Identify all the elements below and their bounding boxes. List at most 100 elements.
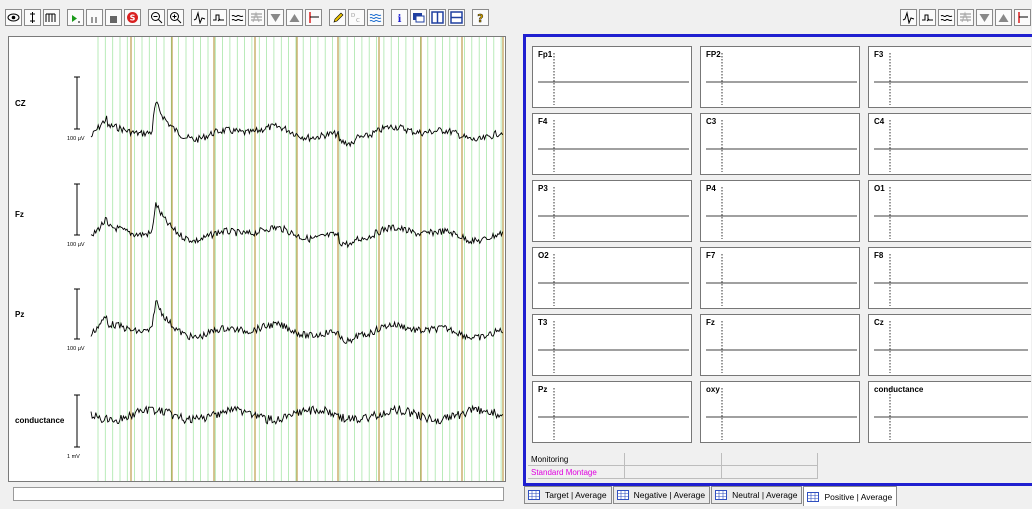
tab-target[interactable]: Target | Average [524, 486, 612, 504]
montage-cell-f3[interactable]: F3 [868, 46, 1031, 108]
triangle-down-button[interactable] [976, 8, 993, 26]
play-icon [72, 14, 80, 22]
montage-cell-cz[interactable]: Cz [868, 314, 1031, 376]
cell-plot [706, 254, 857, 306]
montage-cell-f7[interactable]: F7 [700, 247, 860, 309]
stop-button[interactable] [105, 8, 122, 26]
pen-button[interactable] [329, 8, 346, 26]
window-button[interactable] [410, 8, 427, 26]
monitoring-label: Monitoring [528, 453, 625, 466]
zoom-out-button[interactable] [148, 8, 165, 26]
pause-button[interactable] [86, 8, 103, 26]
marker-flag-button[interactable] [1014, 8, 1031, 26]
montage-cell-fp1[interactable]: Fp1 [532, 46, 692, 108]
cell-label: C4 [874, 117, 885, 126]
grid-icon [715, 490, 728, 500]
montage-cell-f4[interactable]: F4 [532, 113, 692, 175]
marker-flag-icon [309, 11, 319, 23]
info-cell-empty [722, 466, 818, 479]
eeg-trace [90, 300, 503, 344]
cell-label: F3 [874, 50, 884, 59]
multi-wave-button[interactable] [43, 8, 60, 26]
filter-step-button[interactable] [919, 8, 936, 26]
montage-cell-o1[interactable]: O1 [868, 180, 1031, 242]
montage-cell-c4[interactable]: C4 [868, 113, 1031, 175]
spike-icon [902, 10, 915, 24]
zoom-in-button[interactable] [167, 8, 184, 26]
cell-label: Pz [538, 385, 548, 394]
grid-icon [616, 490, 629, 500]
help-icon: ? [477, 11, 484, 23]
stack-wave-icon [251, 10, 262, 22]
stack-wave-button[interactable] [957, 8, 974, 26]
wave-selected-button[interactable] [367, 8, 384, 26]
montage-cell-c3[interactable]: C3 [700, 113, 860, 175]
tab-label: Negative | Average [633, 490, 706, 500]
montage-cell-conductance[interactable]: conductance [868, 381, 1031, 443]
cell-plot [538, 187, 689, 239]
waveform-panel[interactable]: CZ 100 µV Fz 100 µV Pz 100 µV conductance 1 mV [8, 36, 506, 482]
waveform-canvas[interactable]: CZ 100 µV Fz 100 µV Pz 100 µV conductance 1 mV [9, 37, 505, 481]
record-stop-button[interactable]: S [124, 8, 141, 26]
info-grid: Monitoring Standard Montage [528, 453, 818, 480]
montage-cell-f8[interactable]: F8 [868, 247, 1031, 309]
triangle-up-button[interactable] [286, 8, 303, 26]
split-vertical-button[interactable] [429, 8, 446, 26]
channel-cz: CZ 100 µV [15, 76, 503, 148]
grid-icon [807, 491, 820, 502]
spike-icon [193, 10, 206, 24]
montage-cell-p3[interactable]: P3 [532, 180, 692, 242]
tab-bar: Target | Average Negative | Average Neutra… [524, 486, 898, 506]
filter-step-button[interactable] [210, 8, 227, 26]
montage-cell-fz[interactable]: Fz [700, 314, 860, 376]
cell-plot [874, 254, 1028, 306]
spike-button[interactable] [191, 8, 208, 26]
split-horizontal-button[interactable] [448, 8, 465, 26]
cell-plot [538, 120, 689, 172]
marker-flag-button[interactable] [305, 8, 322, 26]
montage-cell-fp2[interactable]: FP2 [700, 46, 860, 108]
cell-label: FP2 [706, 50, 721, 59]
triangle-up-button[interactable] [995, 8, 1012, 26]
filter-step-icon [213, 14, 224, 21]
cell-plot [538, 321, 689, 373]
montage-cell-pz[interactable]: Pz [532, 381, 692, 443]
channel-label: Fz [15, 210, 24, 219]
approx-wave-button[interactable] [229, 8, 246, 26]
play-button[interactable] [67, 8, 84, 26]
cell-label: conductance [874, 385, 924, 394]
spike-button[interactable] [900, 8, 917, 26]
triangle-down-button[interactable] [267, 8, 284, 26]
info-button[interactable]: i [391, 8, 408, 26]
cell-plot [874, 120, 1028, 172]
eye-icon [7, 13, 20, 21]
montage-cell-t3[interactable]: T3 [532, 314, 692, 376]
scale-label: 1 mV [67, 454, 80, 460]
stack-wave-button[interactable] [248, 8, 265, 26]
montage-cell-o2[interactable]: O2 [532, 247, 692, 309]
cell-label: P4 [706, 184, 716, 193]
cell-plot [706, 120, 857, 172]
scale-label: 100 µV [67, 136, 85, 142]
tab-label: Positive | Average [824, 491, 893, 502]
approx-wave-icon [231, 14, 244, 21]
eye-button[interactable] [5, 8, 22, 26]
montage-cell-p4[interactable]: P4 [700, 180, 860, 242]
scale-label: 100 µV [67, 242, 85, 248]
montage-toolbar [524, 0, 1032, 34]
cell-label: C3 [706, 117, 717, 126]
info-cell-empty [625, 453, 722, 466]
grid-icon [528, 490, 540, 500]
tab-positive[interactable]: Positive | Average [803, 486, 898, 506]
cell-label: F8 [874, 251, 884, 260]
approx-wave-button[interactable] [938, 8, 955, 26]
montage-cell-oxy[interactable]: oxy [700, 381, 860, 443]
tab-neutral[interactable]: Neutral | Average [711, 486, 803, 504]
tab-negative[interactable]: Negative | Average [612, 486, 711, 504]
svg-text:D: D [351, 13, 355, 19]
approx-wave-icon [940, 14, 953, 21]
help-button[interactable]: ? [472, 8, 489, 26]
single-wave-button[interactable] [24, 8, 41, 26]
channel-label: conductance [15, 416, 65, 425]
